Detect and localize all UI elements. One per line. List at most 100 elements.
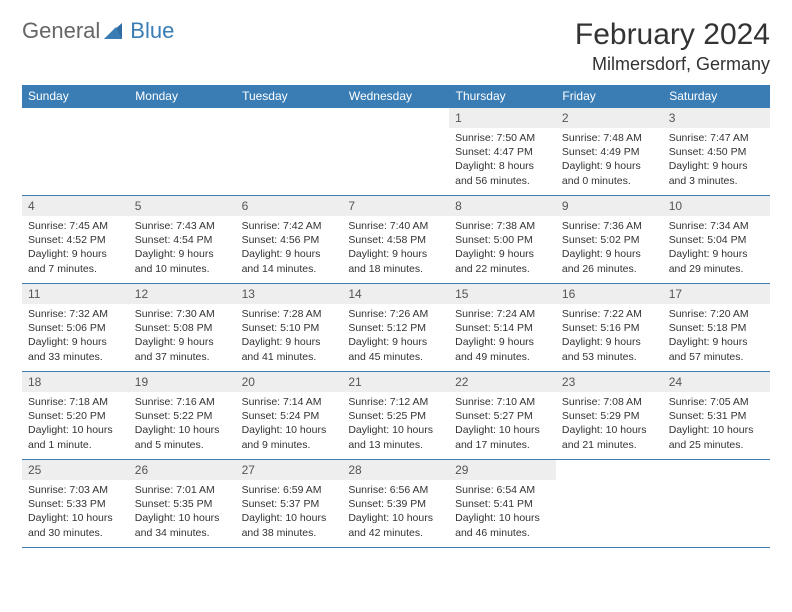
day-number: 26 [129,460,236,480]
day-number: 20 [236,372,343,392]
weekday-header: Tuesday [236,85,343,108]
sunrise-text: Sunrise: 7:12 AM [348,395,443,409]
calendar-cell: 2Sunrise: 7:48 AMSunset: 4:49 PMDaylight… [556,108,663,196]
daylight-text: Daylight: 9 hours and 53 minutes. [562,335,657,363]
sunset-text: Sunset: 5:10 PM [242,321,337,335]
weekday-header: Friday [556,85,663,108]
daylight-text: Daylight: 9 hours and 37 minutes. [135,335,230,363]
sunset-text: Sunset: 5:00 PM [455,233,550,247]
day-content: Sunrise: 6:54 AMSunset: 5:41 PMDaylight:… [449,480,556,543]
day-number: 15 [449,284,556,304]
day-number: 7 [342,196,449,216]
calendar-cell: 10Sunrise: 7:34 AMSunset: 5:04 PMDayligh… [663,196,770,284]
calendar-row: 18Sunrise: 7:18 AMSunset: 5:20 PMDayligh… [22,372,770,460]
daylight-text: Daylight: 10 hours and 34 minutes. [135,511,230,539]
sunset-text: Sunset: 5:12 PM [348,321,443,335]
calendar-cell: 13Sunrise: 7:28 AMSunset: 5:10 PMDayligh… [236,284,343,372]
calendar-cell: 22Sunrise: 7:10 AMSunset: 5:27 PMDayligh… [449,372,556,460]
daylight-text: Daylight: 10 hours and 42 minutes. [348,511,443,539]
page-header: General Blue February 2024 Milmersdorf, … [22,18,770,75]
day-content: Sunrise: 7:30 AMSunset: 5:08 PMDaylight:… [129,304,236,367]
sunrise-text: Sunrise: 7:16 AM [135,395,230,409]
sunset-text: Sunset: 5:20 PM [28,409,123,423]
sunrise-text: Sunrise: 7:22 AM [562,307,657,321]
sunrise-text: Sunrise: 6:54 AM [455,483,550,497]
sunrise-text: Sunrise: 7:14 AM [242,395,337,409]
day-number: 8 [449,196,556,216]
sunrise-text: Sunrise: 7:03 AM [28,483,123,497]
sunrise-text: Sunrise: 6:59 AM [242,483,337,497]
day-number: 9 [556,196,663,216]
calendar-row: 4Sunrise: 7:45 AMSunset: 4:52 PMDaylight… [22,196,770,284]
sunrise-text: Sunrise: 7:24 AM [455,307,550,321]
day-number: 18 [22,372,129,392]
day-number: 21 [342,372,449,392]
day-content: Sunrise: 7:22 AMSunset: 5:16 PMDaylight:… [556,304,663,367]
title-block: February 2024 Milmersdorf, Germany [575,18,770,75]
day-content: Sunrise: 7:20 AMSunset: 5:18 PMDaylight:… [663,304,770,367]
day-number: 13 [236,284,343,304]
day-number: 17 [663,284,770,304]
daylight-text: Daylight: 10 hours and 30 minutes. [28,511,123,539]
sunrise-text: Sunrise: 7:38 AM [455,219,550,233]
calendar-cell: 4Sunrise: 7:45 AMSunset: 4:52 PMDaylight… [22,196,129,284]
daylight-text: Daylight: 10 hours and 17 minutes. [455,423,550,451]
daylight-text: Daylight: 9 hours and 57 minutes. [669,335,764,363]
sunset-text: Sunset: 4:49 PM [562,145,657,159]
calendar-row: 25Sunrise: 7:03 AMSunset: 5:33 PMDayligh… [22,460,770,548]
sunrise-text: Sunrise: 7:28 AM [242,307,337,321]
sunrise-text: Sunrise: 7:47 AM [669,131,764,145]
calendar-cell: 3Sunrise: 7:47 AMSunset: 4:50 PMDaylight… [663,108,770,196]
logo-text-blue: Blue [130,18,174,44]
weekday-header: Saturday [663,85,770,108]
sunrise-text: Sunrise: 7:26 AM [348,307,443,321]
sunset-text: Sunset: 5:22 PM [135,409,230,423]
sunset-text: Sunset: 5:25 PM [348,409,443,423]
calendar-cell: 12Sunrise: 7:30 AMSunset: 5:08 PMDayligh… [129,284,236,372]
sunset-text: Sunset: 5:27 PM [455,409,550,423]
day-number: 28 [342,460,449,480]
day-number: 23 [556,372,663,392]
daylight-text: Daylight: 9 hours and 7 minutes. [28,247,123,275]
daylight-text: Daylight: 10 hours and 21 minutes. [562,423,657,451]
calendar-cell: 8Sunrise: 7:38 AMSunset: 5:00 PMDaylight… [449,196,556,284]
calendar-cell: 17Sunrise: 7:20 AMSunset: 5:18 PMDayligh… [663,284,770,372]
daylight-text: Daylight: 10 hours and 38 minutes. [242,511,337,539]
calendar-cell-empty [236,108,343,196]
sunrise-text: Sunrise: 7:08 AM [562,395,657,409]
day-content: Sunrise: 7:24 AMSunset: 5:14 PMDaylight:… [449,304,556,367]
day-content: Sunrise: 7:10 AMSunset: 5:27 PMDaylight:… [449,392,556,455]
daylight-text: Daylight: 9 hours and 22 minutes. [455,247,550,275]
sunset-text: Sunset: 5:33 PM [28,497,123,511]
sunrise-text: Sunrise: 7:20 AM [669,307,764,321]
sunset-text: Sunset: 5:39 PM [348,497,443,511]
day-number: 19 [129,372,236,392]
calendar-cell-empty [129,108,236,196]
sunrise-text: Sunrise: 7:34 AM [669,219,764,233]
calendar-cell-empty [22,108,129,196]
calendar-body: 1Sunrise: 7:50 AMSunset: 4:47 PMDaylight… [22,108,770,548]
calendar-cell-empty [556,460,663,548]
sunset-text: Sunset: 5:04 PM [669,233,764,247]
sunset-text: Sunset: 5:08 PM [135,321,230,335]
sunrise-text: Sunrise: 7:30 AM [135,307,230,321]
sunset-text: Sunset: 5:31 PM [669,409,764,423]
sunset-text: Sunset: 5:18 PM [669,321,764,335]
day-content: Sunrise: 7:38 AMSunset: 5:00 PMDaylight:… [449,216,556,279]
day-number: 5 [129,196,236,216]
calendar-cell: 29Sunrise: 6:54 AMSunset: 5:41 PMDayligh… [449,460,556,548]
day-content: Sunrise: 7:16 AMSunset: 5:22 PMDaylight:… [129,392,236,455]
calendar-cell: 20Sunrise: 7:14 AMSunset: 5:24 PMDayligh… [236,372,343,460]
sunset-text: Sunset: 5:24 PM [242,409,337,423]
calendar-cell: 11Sunrise: 7:32 AMSunset: 5:06 PMDayligh… [22,284,129,372]
day-number: 14 [342,284,449,304]
weekday-header: Wednesday [342,85,449,108]
sunset-text: Sunset: 5:06 PM [28,321,123,335]
calendar-cell: 15Sunrise: 7:24 AMSunset: 5:14 PMDayligh… [449,284,556,372]
calendar-cell: 26Sunrise: 7:01 AMSunset: 5:35 PMDayligh… [129,460,236,548]
sunset-text: Sunset: 5:29 PM [562,409,657,423]
day-content: Sunrise: 6:59 AMSunset: 5:37 PMDaylight:… [236,480,343,543]
logo-sail-icon [104,23,126,39]
day-content: Sunrise: 7:45 AMSunset: 4:52 PMDaylight:… [22,216,129,279]
weekday-row: SundayMondayTuesdayWednesdayThursdayFrid… [22,85,770,108]
